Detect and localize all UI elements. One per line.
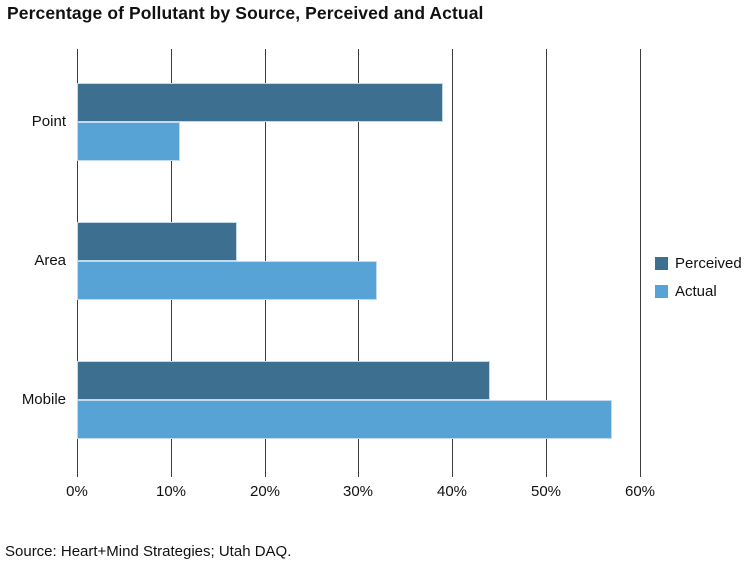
legend-label: Perceived bbox=[675, 255, 742, 272]
bar-mobile-actual bbox=[77, 400, 612, 439]
x-axis-tick-label: 40% bbox=[436, 483, 468, 500]
legend-swatch-perceived bbox=[655, 257, 668, 270]
bar-mobile-perceived bbox=[77, 361, 490, 400]
x-axis-tick-label: 20% bbox=[249, 483, 281, 500]
legend: Perceived Actual bbox=[655, 255, 742, 300]
chart-title: Percentage of Pollutant by Source, Perce… bbox=[7, 3, 484, 23]
bar-point-perceived bbox=[77, 83, 443, 122]
source-note: Source: Heart+Mind Strategies; Utah DAQ. bbox=[5, 543, 292, 560]
legend-swatch-actual bbox=[655, 285, 668, 298]
bar-point-actual bbox=[77, 122, 180, 161]
bar-area-perceived bbox=[77, 222, 237, 261]
legend-label: Actual bbox=[675, 283, 717, 300]
bar-area-actual bbox=[77, 261, 377, 300]
legend-item-perceived: Perceived bbox=[655, 255, 742, 272]
category-label-mobile: Mobile bbox=[21, 391, 66, 408]
gridline-50% bbox=[546, 49, 547, 477]
x-axis-tick-label: 10% bbox=[155, 483, 187, 500]
x-axis-tick-label: 0% bbox=[66, 483, 88, 500]
x-axis-tick-label: 30% bbox=[342, 483, 374, 500]
x-axis-tick-label: 60% bbox=[624, 483, 656, 500]
gridline-60% bbox=[640, 49, 641, 477]
category-label-point: Point bbox=[31, 113, 66, 130]
category-label-area: Area bbox=[34, 252, 66, 269]
gridline-40% bbox=[452, 49, 453, 477]
x-axis-tick-label: 50% bbox=[530, 483, 562, 500]
legend-item-actual: Actual bbox=[655, 283, 742, 300]
